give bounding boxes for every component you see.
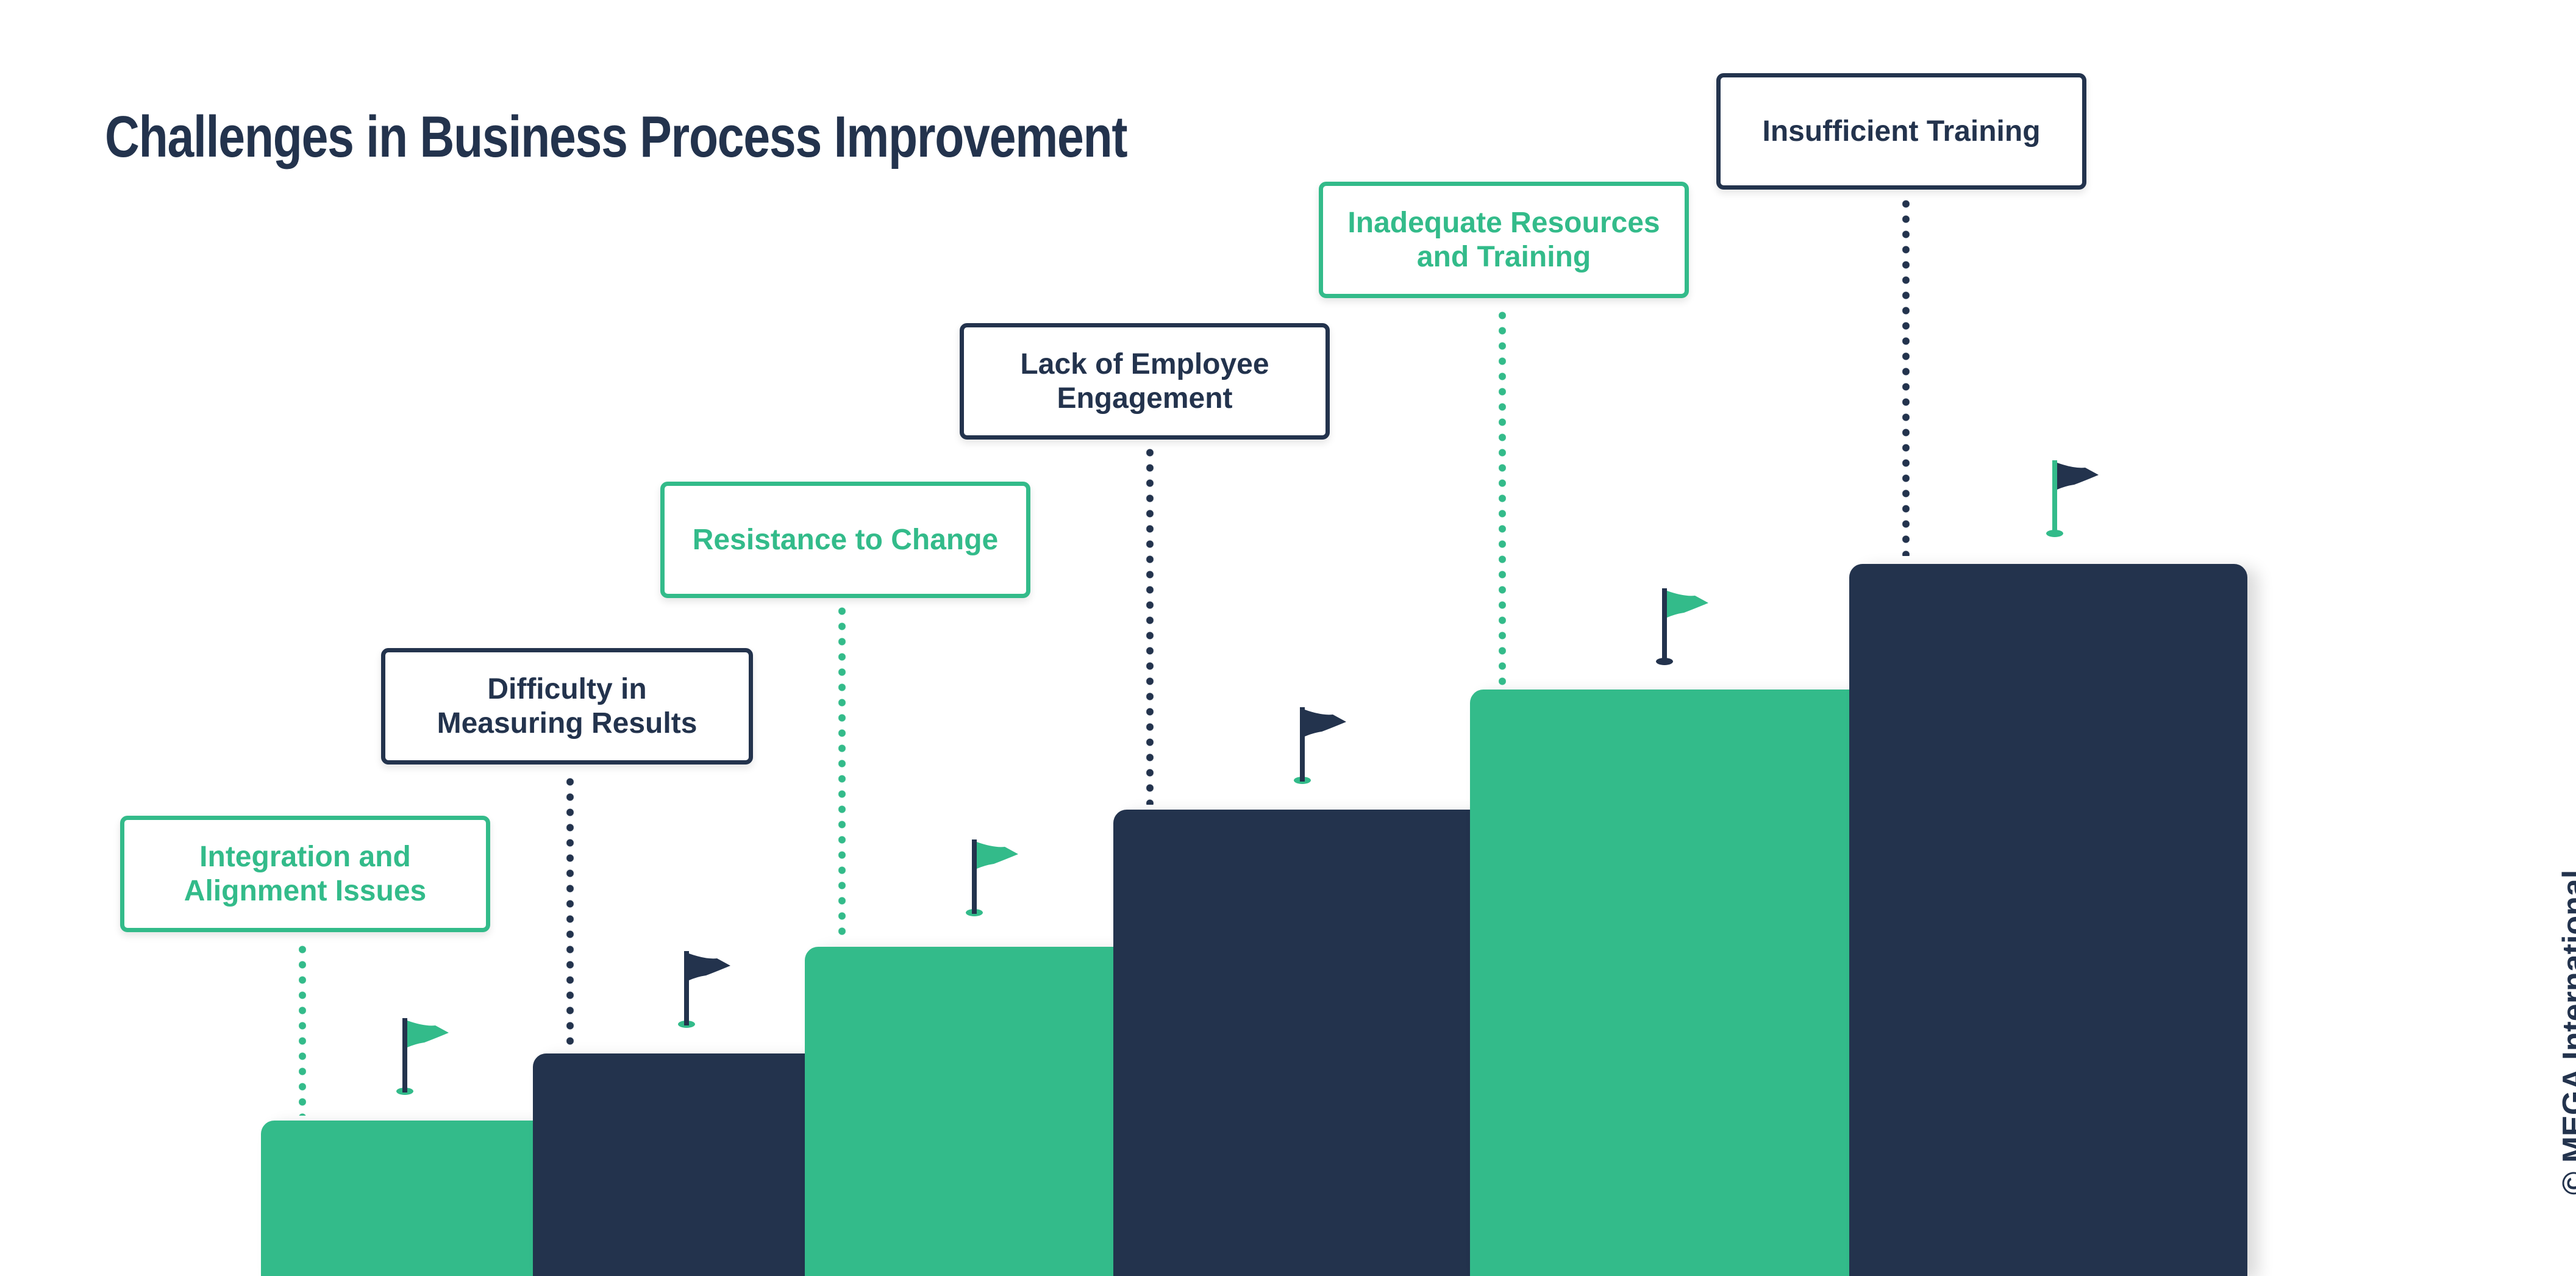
step-bar-6 [1849,564,2247,1276]
flag-icon [2046,460,2099,537]
step-label-2: Difficulty in Measuring Results [381,648,753,765]
step-label-4: Lack of Employee Engagement [960,323,1330,440]
connector-dots-6 [1902,196,1910,556]
step-bar-2 [533,1053,850,1276]
flag-icon [396,1018,449,1095]
copyright-text: © MEGA International [2556,869,2576,1195]
connector-dots-4 [1146,445,1154,805]
step-bar-1 [261,1121,550,1276]
connector-dots-3 [838,604,846,942]
connector-dots-5 [1499,308,1506,686]
step-label-5: Inadequate Resources and Training [1319,182,1689,298]
connector-dots-1 [299,942,306,1116]
page-title: Challenges in Business Process Improveme… [105,104,1128,169]
flag-icon [1294,707,1346,784]
step-bar-4 [1113,810,1499,1276]
step-bar-5 [1470,690,1869,1276]
step-label-1: Integration and Alignment Issues [120,816,490,932]
step-bar-3 [805,947,1141,1276]
step-label-3: Resistance to Change [660,482,1030,598]
flag-icon [966,839,1018,916]
flag-icon [1656,588,1708,665]
step-label-6: Insufficient Training [1716,73,2086,190]
connector-dots-2 [566,774,574,1049]
flag-icon [678,951,730,1028]
